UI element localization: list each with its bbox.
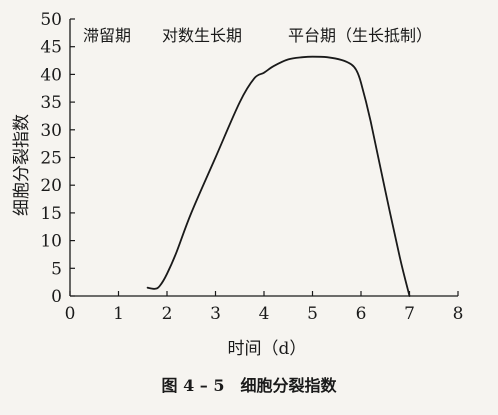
x-tick-label: 3 [210, 304, 221, 324]
x-tick-label: 7 [404, 304, 415, 324]
y-tick-label: 20 [40, 176, 62, 196]
phase-label: 滞留期 [83, 26, 131, 45]
x-tick-label: 8 [453, 304, 464, 324]
y-tick-label: 25 [40, 149, 62, 169]
y-tick-label: 50 [40, 10, 62, 30]
x-tick-label: 5 [307, 304, 318, 324]
y-tick-label: 30 [40, 121, 62, 141]
y-tick-label: 45 [40, 38, 62, 58]
figure-caption: 图 4 – 5 细胞分裂指数 [162, 376, 338, 395]
phase-label: 平台期（生长抵制） [288, 26, 432, 45]
x-tick-label: 1 [113, 304, 124, 324]
y-tick-label: 15 [40, 204, 62, 224]
y-tick-label: 5 [51, 259, 62, 279]
x-axis-title: 时间（d） [228, 339, 307, 359]
phase-label: 对数生长期 [162, 26, 242, 45]
y-axis-title: 细胞分裂指数 [12, 114, 32, 216]
y-tick-label: 0 [51, 287, 62, 307]
series-line [146, 55, 411, 297]
y-tick-label: 10 [40, 232, 62, 252]
y-tick-label: 40 [40, 65, 62, 85]
x-tick-label: 4 [259, 304, 270, 324]
y-tick-label: 35 [40, 93, 62, 113]
x-tick-label: 0 [65, 304, 76, 324]
x-tick-label: 2 [162, 304, 173, 324]
x-tick-label: 6 [356, 304, 367, 324]
